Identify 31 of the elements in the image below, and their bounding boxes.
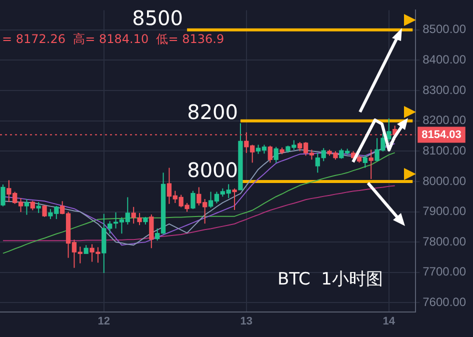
candlestick [149, 214, 154, 249]
candlestick [0, 184, 6, 207]
candlestick [36, 202, 41, 214]
x-tick-label: 13 [240, 315, 253, 328]
candlestick [362, 154, 368, 168]
y-tick-label: 7800.00 [422, 234, 466, 248]
y-tick-label: 7700.00 [422, 264, 466, 279]
candlestick [30, 200, 35, 211]
candlestick [368, 149, 374, 180]
annotation: = 8172.26 高= 8184.10 低= 8136.9 [2, 32, 224, 46]
y-tick-label: 7600.00 [422, 295, 466, 310]
x-tick-label: 14 [382, 315, 396, 328]
candlestick [268, 145, 272, 164]
ref-line-label: 8154.03 [422, 128, 462, 141]
y-tick-label: 8200.00 [422, 113, 466, 128]
y-tick-label: 8500.00 [422, 22, 466, 36]
y-tick-label: 7900.00 [422, 204, 466, 218]
candlestick [24, 198, 30, 216]
annotation: 8200 [187, 100, 238, 124]
y-tick-label: 8000.00 [422, 174, 466, 188]
y-tick-label: 8300.00 [422, 82, 466, 97]
candlestick [190, 190, 196, 210]
candlestick [232, 188, 237, 210]
annotation: 8500 [132, 6, 183, 30]
candlestick [274, 146, 278, 164]
candlestick [42, 204, 47, 218]
x-tick-label: 12 [98, 315, 110, 328]
annotation: BTC 1小时图 [277, 269, 383, 290]
annotation: 8000 [187, 158, 238, 182]
y-tick-label: 8100.00 [422, 143, 466, 158]
y-tick-label: 8400.00 [422, 52, 466, 67]
